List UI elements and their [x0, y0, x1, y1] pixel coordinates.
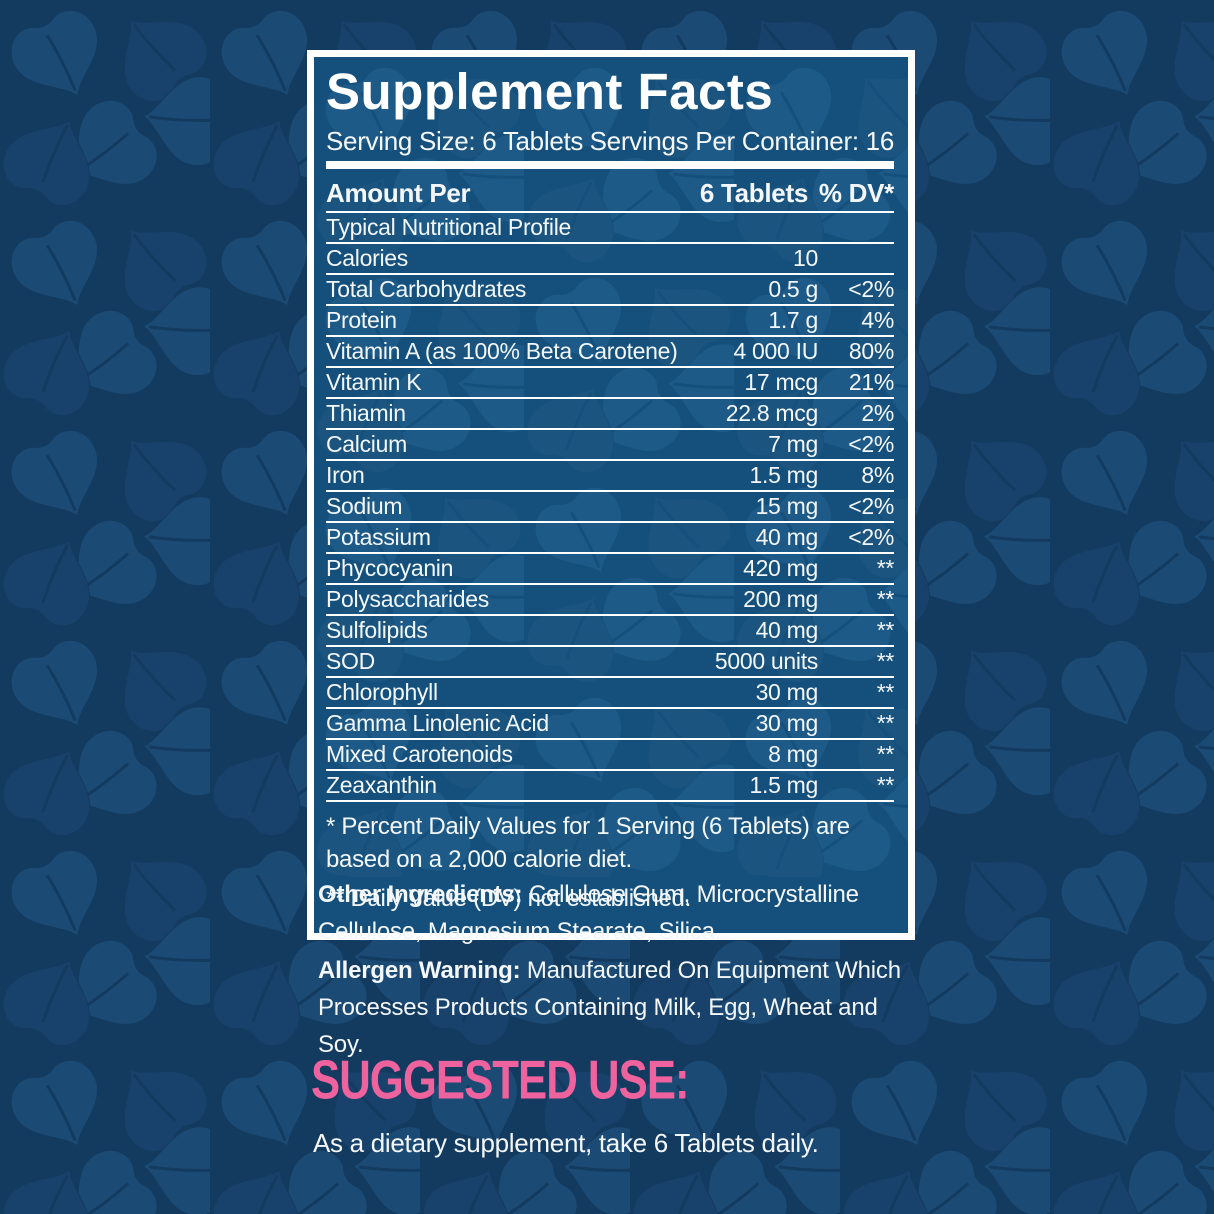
- nutrient-label: Phycocyanin: [326, 555, 454, 581]
- suggested-use-text: As a dietary supplement, take 6 Tablets …: [313, 1128, 819, 1158]
- header-dv: % DV*: [818, 178, 894, 208]
- table-row: Mixed Carotenoids 8 mg **: [326, 740, 894, 771]
- nutrient-label: Gamma Linolenic Acid: [326, 710, 549, 736]
- table-row: Zeaxanthin 1.5 mg **: [326, 771, 894, 802]
- nutrient-dv: **: [876, 586, 895, 612]
- footnote-daily-values: * Percent Daily Values for 1 Serving (6 …: [326, 813, 850, 873]
- nutrient-amount: 5000 units: [714, 648, 818, 674]
- nutrient-dv: 8%: [861, 462, 894, 488]
- suggested-use-section: SUGGESTED USE: As a dietary supplement, …: [311, 1048, 1011, 1159]
- nutrient-amount: 10: [793, 245, 818, 271]
- table-row: Sodium 15 mg <2%: [326, 492, 894, 523]
- suggested-use-heading: SUGGESTED USE:: [311, 1049, 690, 1111]
- nutrient-amount: 0.5 g: [768, 276, 818, 302]
- nutrient-amount: 4 000 IU: [733, 338, 818, 364]
- table-row: Sulfolipids 40 mg **: [326, 616, 894, 647]
- allergen-warning-text: Manufactured On Equipment Which Processe…: [318, 957, 901, 1058]
- supplement-facts-panel: Supplement Facts Serving Size: 6 Tablets…: [307, 50, 915, 940]
- nutrient-dv: **: [876, 772, 895, 798]
- allergen-warning-label: Allergen Warning:: [318, 957, 521, 984]
- table-row: Thiamin 22.8 mcg 2%: [326, 399, 894, 430]
- header-tablets: 6 Tablets: [699, 178, 808, 208]
- table-row: Polysaccharides 200 mg **: [326, 585, 894, 616]
- nutrient-amount: 17 mcg: [744, 369, 818, 395]
- nutrient-dv: **: [876, 741, 895, 767]
- nutrient-amount: 1.7 g: [768, 307, 818, 333]
- facts-header-row: Amount Per 6 Tablets % DV*: [326, 177, 894, 213]
- nutrient-dv: **: [876, 555, 895, 581]
- nutrient-label: Polysaccharides: [326, 586, 489, 612]
- nutrient-amount: 8 mg: [768, 741, 818, 767]
- nutrient-label: Sulfolipids: [326, 617, 428, 643]
- serving-row: Serving Size: 6 Tablets Servings Per Con…: [326, 125, 894, 157]
- nutrient-dv: **: [876, 710, 895, 736]
- table-row: Potassium 40 mg <2%: [326, 523, 894, 554]
- table-row: Calcium 7 mg <2%: [326, 430, 894, 461]
- nutrient-dv: **: [876, 617, 895, 643]
- nutrient-label: Thiamin: [326, 400, 406, 426]
- table-row: Phycocyanin 420 mg **: [326, 554, 894, 585]
- table-row: Vitamin K 17 mcg 21%: [326, 368, 894, 399]
- nutrient-dv: <2%: [848, 276, 894, 302]
- nutrient-label: Potassium: [326, 524, 431, 550]
- nutrient-amount: 7 mg: [768, 431, 818, 457]
- panel-leaf-pattern: [314, 57, 908, 877]
- nutrient-amount: 1.5 mg: [749, 462, 818, 488]
- nutrient-amount: 1.5 mg: [749, 772, 818, 798]
- nutrient-dv: **: [876, 679, 895, 705]
- nutrient-label: Chlorophyll: [326, 679, 438, 705]
- facts-rows: Typical Nutritional Profile Calories 10 …: [326, 213, 894, 802]
- nutrient-label: Vitamin K: [326, 369, 422, 395]
- other-ingredients-text: Cellulose Gum, Microcrystalline Cellulos…: [318, 881, 859, 945]
- nutrient-amount: 15 mg: [755, 493, 819, 519]
- nutrient-label: Zeaxanthin: [326, 772, 437, 798]
- ingredients-section: Other Ingredients: Cellulose Gum, Microc…: [318, 876, 918, 1065]
- divider-bar: [326, 161, 894, 169]
- serving-size: Serving Size: 6 Tablets: [326, 126, 584, 156]
- nutrient-amount: 40 mg: [755, 617, 819, 643]
- header-amount-per: Amount Per: [326, 178, 471, 208]
- nutrient-label: Vitamin A (as 100% Beta Carotene): [326, 338, 678, 364]
- nutrient-amount: 22.8 mcg: [725, 400, 819, 426]
- nutrient-amount: 200 mg: [743, 586, 818, 612]
- nutrient-amount: 30 mg: [755, 679, 819, 705]
- footnotes: * Percent Daily Values for 1 Serving (6 …: [326, 802, 894, 915]
- other-ingredients-label: Other Ingredients:: [318, 881, 523, 908]
- table-row: Protein 1.7 g 4%: [326, 306, 894, 337]
- table-row: Calories 10: [326, 244, 894, 275]
- nutrient-amount: 30 mg: [755, 710, 819, 736]
- table-row: Gamma Linolenic Acid 30 mg **: [326, 709, 894, 740]
- nutrient-amount: 420 mg: [743, 555, 818, 581]
- nutrient-label: Typical Nutritional Profile: [326, 214, 572, 240]
- nutrient-label: Calcium: [326, 431, 407, 457]
- nutrient-dv: 4%: [861, 307, 894, 333]
- nutrient-label: Sodium: [326, 493, 403, 519]
- nutrient-label: Iron: [326, 462, 365, 488]
- table-row: Iron 1.5 mg 8%: [326, 461, 894, 492]
- nutrient-label: SOD: [326, 648, 375, 674]
- footnote-dv-not-established: ** Daily Value (DV) not established.: [326, 885, 691, 912]
- nutrient-amount: 40 mg: [755, 524, 819, 550]
- nutrient-dv: **: [876, 648, 895, 674]
- panel-content: Supplement Facts Serving Size: 6 Tablets…: [314, 57, 908, 933]
- allergen-warning: Allergen Warning: Manufactured On Equipm…: [318, 952, 918, 1063]
- servings-per-container: Servings Per Container: 16: [589, 126, 895, 156]
- nutrient-label: Calories: [326, 245, 408, 271]
- table-row: Chlorophyll 30 mg **: [326, 678, 894, 709]
- other-ingredients: Other Ingredients: Cellulose Gum, Microc…: [318, 876, 918, 950]
- nutrient-dv: <2%: [848, 524, 894, 550]
- nutrient-dv: <2%: [848, 431, 894, 457]
- nutrient-label: Total Carbohydrates: [326, 276, 527, 302]
- table-row: Typical Nutritional Profile: [326, 213, 894, 244]
- nutrient-label: Mixed Carotenoids: [326, 741, 513, 767]
- table-row: Total Carbohydrates 0.5 g <2%: [326, 275, 894, 306]
- nutrient-dv: 21%: [848, 369, 894, 395]
- nutrient-dv: 80%: [848, 338, 894, 364]
- nutrient-dv: <2%: [848, 493, 894, 519]
- table-row: Vitamin A (as 100% Beta Carotene) 4 000 …: [326, 337, 894, 368]
- nutrient-label: Protein: [326, 307, 397, 333]
- facts-title: Supplement Facts: [326, 63, 774, 120]
- table-row: SOD 5000 units **: [326, 647, 894, 678]
- nutrient-dv: 2%: [861, 400, 894, 426]
